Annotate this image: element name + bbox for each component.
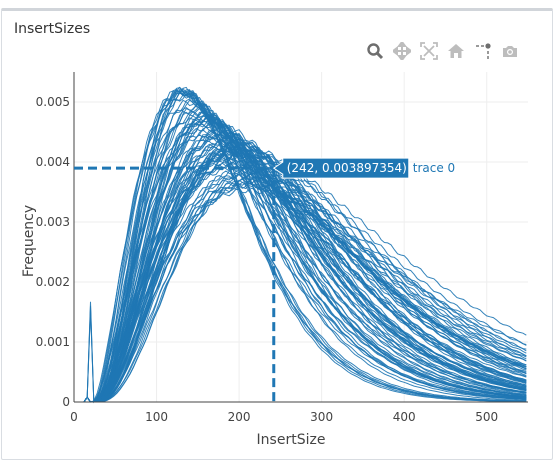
series-line bbox=[74, 131, 527, 403]
y-tick-label: 0.001 bbox=[36, 335, 70, 349]
series-line bbox=[74, 103, 527, 403]
y-tick-label: 0 bbox=[62, 395, 70, 409]
series-line bbox=[74, 158, 527, 403]
axes: 0 100 200 300 400 500 0 0.001 0.002 0.003 0.004 0.0… bbox=[21, 72, 528, 448]
series-line bbox=[74, 182, 527, 403]
series-lines bbox=[74, 86, 527, 404]
home-icon[interactable] bbox=[447, 42, 465, 60]
series-line bbox=[74, 142, 527, 403]
x-axis-title: InsertSize bbox=[257, 432, 326, 448]
hover-indicator: (242, 0.003897354) trace 0 bbox=[74, 157, 455, 402]
y-axis-title: Frequency bbox=[21, 205, 37, 277]
series-line bbox=[74, 90, 527, 403]
series-line bbox=[74, 90, 527, 403]
x-tick-label: 100 bbox=[145, 410, 168, 424]
hover-trace-name: trace 0 bbox=[413, 161, 455, 175]
x-tick-label: 200 bbox=[228, 410, 251, 424]
camera-icon[interactable] bbox=[501, 42, 519, 60]
series-line bbox=[74, 98, 527, 403]
x-tick-label: 500 bbox=[475, 410, 498, 424]
panel-title: InsertSizes bbox=[14, 21, 91, 37]
series-line bbox=[74, 117, 527, 403]
spike-lines-icon[interactable] bbox=[474, 42, 492, 60]
zoom-icon[interactable] bbox=[366, 42, 384, 60]
series-line bbox=[74, 88, 527, 403]
y-tick-label: 0.005 bbox=[36, 95, 70, 109]
modebar bbox=[366, 42, 519, 62]
series-line bbox=[74, 152, 527, 403]
series-line bbox=[74, 162, 527, 403]
series-line bbox=[74, 140, 527, 403]
y-tick-label: 0.004 bbox=[36, 155, 70, 169]
x-tick-label: 300 bbox=[310, 410, 333, 424]
y-tick-label: 0.002 bbox=[36, 275, 70, 289]
y-tick-label: 0.003 bbox=[36, 215, 70, 229]
series-line bbox=[74, 90, 527, 403]
series-line bbox=[74, 109, 527, 403]
x-tick-label: 400 bbox=[393, 410, 416, 424]
series-line bbox=[74, 114, 527, 403]
autoscale-icon[interactable] bbox=[420, 42, 438, 60]
hover-label-box bbox=[272, 157, 410, 179]
series-line bbox=[74, 126, 527, 403]
series-line bbox=[74, 177, 527, 403]
hover-label-text: (242, 0.003897354) bbox=[287, 161, 407, 175]
x-tick-label: 0 bbox=[70, 410, 78, 424]
series-line bbox=[74, 89, 527, 403]
series-line bbox=[74, 172, 527, 403]
series-line bbox=[74, 87, 527, 403]
pan-icon[interactable] bbox=[393, 42, 411, 60]
series-line bbox=[74, 119, 527, 403]
series-line bbox=[74, 146, 527, 403]
